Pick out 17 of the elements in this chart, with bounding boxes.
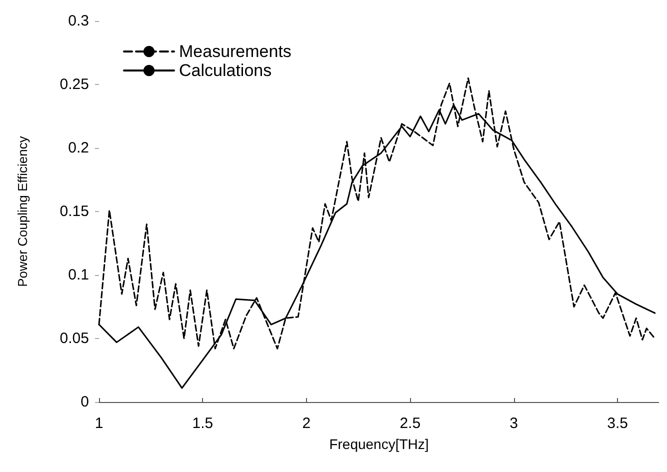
x-tick-label: 1 — [94, 415, 104, 432]
y-tick-label: 0.15 — [60, 203, 89, 220]
x-axis-title: Frequency[THz] — [329, 436, 429, 452]
x-tick-label: 2 — [302, 415, 311, 432]
y-axis-title: Power Coupling Efficiency — [15, 136, 30, 287]
y-tick-label: 0.05 — [60, 330, 89, 347]
x-tick-label: 3.5 — [607, 415, 628, 432]
y-tick-label: 0.2 — [68, 140, 89, 156]
y-tick-label: 0.1 — [68, 266, 89, 284]
x-tick-label: 3 — [510, 415, 518, 432]
legend-label: Measurements — [179, 42, 292, 61]
y-tick-label: 0.3 — [68, 12, 89, 30]
x-tick-label: 2.5 — [400, 415, 421, 432]
legend-label: Calculations — [179, 61, 272, 80]
y-tick-label: 0.25 — [60, 76, 89, 93]
y-tick-label: 0 — [80, 394, 89, 410]
x-tick-label: 1.5 — [192, 415, 214, 432]
